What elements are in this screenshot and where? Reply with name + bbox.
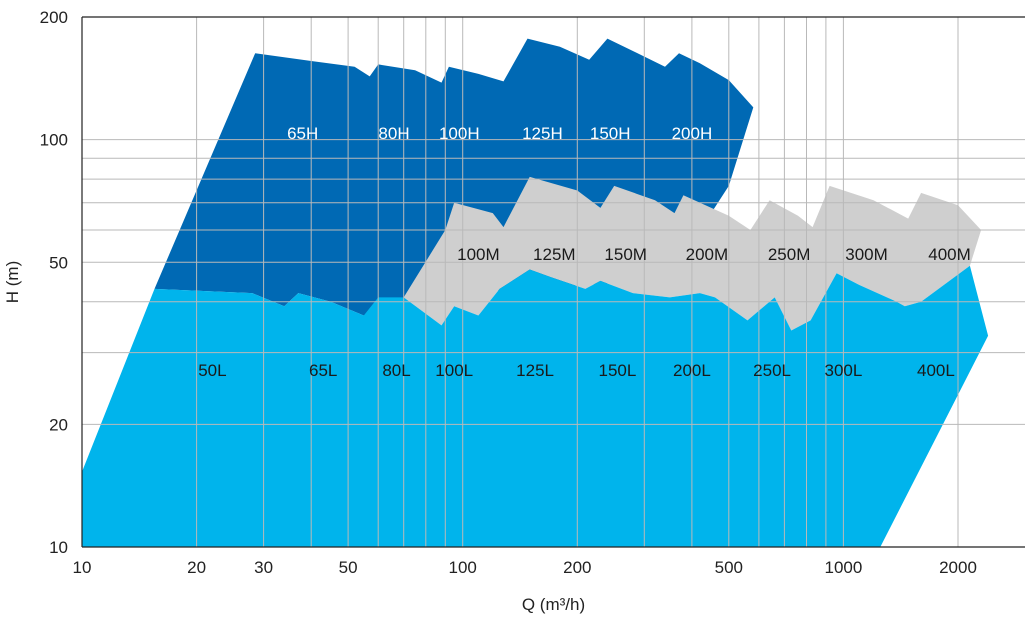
- label-200l: 200L: [673, 361, 711, 380]
- label-200h: 200H: [672, 124, 713, 143]
- label-65h: 65H: [287, 124, 318, 143]
- label-200m: 200M: [686, 245, 729, 264]
- label-300m: 300M: [845, 245, 888, 264]
- x-tick-label-200: 200: [563, 558, 591, 577]
- label-150l: 150L: [598, 361, 636, 380]
- x-tick-label-500: 500: [715, 558, 743, 577]
- label-100l: 100L: [435, 361, 473, 380]
- area-l: [82, 265, 989, 547]
- tick-labels: 10 20 30 50 100 200 500 1000 2000 10 20 50 100 200: [40, 8, 977, 577]
- y-axis-title: H (m): [3, 261, 22, 303]
- label-80h: 80H: [378, 124, 409, 143]
- label-150h: 150H: [590, 124, 631, 143]
- axes: [81, 16, 1025, 548]
- y-tick-label-100: 100: [40, 131, 68, 150]
- coverage-areas: [82, 38, 989, 547]
- y-tick-label-10: 10: [49, 538, 68, 557]
- x-tick-label-2000: 2000: [939, 558, 977, 577]
- label-50l: 50L: [198, 361, 226, 380]
- y-tick-label-20: 20: [49, 415, 68, 434]
- x-tick-label-10: 10: [73, 558, 92, 577]
- label-400l: 400L: [917, 361, 955, 380]
- x-axis-title: Q (m³/h): [522, 595, 585, 614]
- y-tick-label-50: 50: [49, 253, 68, 272]
- label-150m: 150M: [604, 245, 647, 264]
- label-300l: 300L: [824, 361, 862, 380]
- label-80l: 80L: [382, 361, 410, 380]
- label-250m: 250M: [768, 245, 811, 264]
- grid-lines: [82, 17, 1025, 547]
- label-100m: 100M: [457, 245, 500, 264]
- y-tick-label-200: 200: [40, 8, 68, 27]
- x-tick-label-1000: 1000: [824, 558, 862, 577]
- x-tick-label-50: 50: [339, 558, 358, 577]
- label-400m: 400M: [928, 245, 971, 264]
- label-250l: 250L: [753, 361, 791, 380]
- label-100h: 100H: [439, 124, 480, 143]
- x-tick-label-100: 100: [449, 558, 477, 577]
- label-125l: 125L: [516, 361, 554, 380]
- label-65l: 65L: [309, 361, 337, 380]
- label-125m: 125M: [533, 245, 576, 264]
- x-tick-label-20: 20: [187, 558, 206, 577]
- x-tick-label-30: 30: [254, 558, 273, 577]
- area-labels: 65H 80H 100H 125H 150H 200H 100M 125M 150M 200M 25…: [198, 124, 971, 380]
- label-125h: 125H: [522, 124, 563, 143]
